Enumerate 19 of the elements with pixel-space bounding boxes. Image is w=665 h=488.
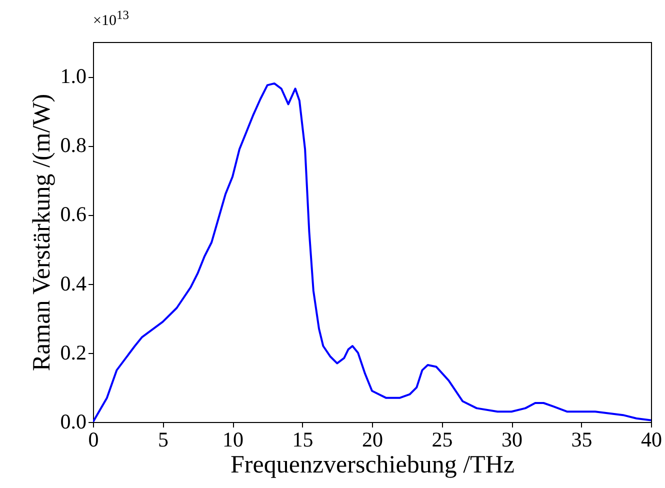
x-tick-label: 35 [571,428,592,452]
x-tick-label: 15 [292,428,314,452]
x-tick-label: 10 [222,428,244,452]
x-tick-label: 20 [362,428,383,452]
line-series [93,82,651,422]
y-tick-label: 0.0 [60,410,86,434]
x-axis-title: Frequenzverschiebung /THz [230,452,514,478]
x-tick-label: 40 [641,428,662,452]
y-tick-label: 0.8 [60,133,86,158]
axis-scale-note: ×10$^{13}$ [93,8,129,30]
y-tick-label: 1.0 [60,64,86,88]
x-tick-label: 30 [502,428,522,452]
x-tick-label: 5 [158,428,168,452]
y-tick-label: 0.2 [60,340,86,364]
y-tick-label: 0.4 [60,271,87,296]
y-axis-title: Raman Verstärkung /(m/W) [28,94,56,372]
x-tick-label: 25 [432,428,453,452]
x-tick-label: 0 [88,428,99,452]
y-tick-label: 0.6 [60,202,86,226]
